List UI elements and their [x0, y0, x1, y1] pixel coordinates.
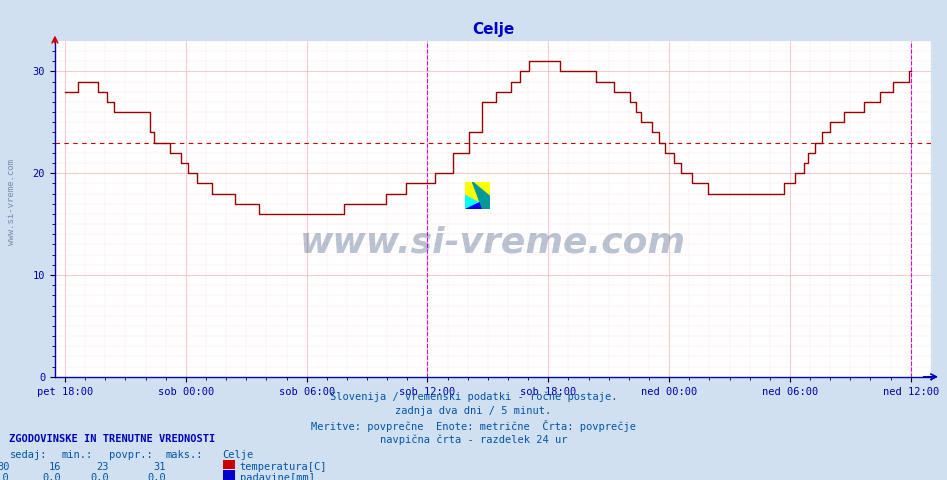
Text: zadnja dva dni / 5 minut.: zadnja dva dni / 5 minut. — [396, 406, 551, 416]
Title: Celje: Celje — [472, 22, 514, 37]
Text: 30: 30 — [0, 462, 9, 472]
Polygon shape — [465, 197, 491, 209]
Text: 0,0: 0,0 — [147, 473, 166, 480]
Text: 0,0: 0,0 — [0, 473, 9, 480]
Text: www.si-vreme.com: www.si-vreme.com — [300, 226, 686, 259]
Text: 31: 31 — [153, 462, 166, 472]
Text: ZGODOVINSKE IN TRENUTNE VREDNOSTI: ZGODOVINSKE IN TRENUTNE VREDNOSTI — [9, 434, 216, 444]
Text: sedaj:: sedaj: — [9, 450, 47, 460]
Text: 16: 16 — [49, 462, 62, 472]
Polygon shape — [465, 195, 491, 209]
Text: maks.:: maks.: — [166, 450, 204, 460]
Text: Slovenija / vremenski podatki - ročne postaje.: Slovenija / vremenski podatki - ročne po… — [330, 391, 617, 402]
Text: 0,0: 0,0 — [43, 473, 62, 480]
Text: navpična črta - razdelek 24 ur: navpična črta - razdelek 24 ur — [380, 434, 567, 445]
Text: padavine[mm]: padavine[mm] — [240, 473, 314, 480]
Text: min.:: min.: — [62, 450, 93, 460]
Polygon shape — [465, 182, 491, 209]
Polygon shape — [473, 182, 491, 209]
Text: Meritve: povprečne  Enote: metrične  Črta: povprečje: Meritve: povprečne Enote: metrične Črta:… — [311, 420, 636, 432]
Text: Celje: Celje — [223, 450, 254, 460]
Text: 23: 23 — [97, 462, 109, 472]
Text: www.si-vreme.com: www.si-vreme.com — [7, 158, 16, 245]
Text: povpr.:: povpr.: — [109, 450, 152, 460]
Text: temperatura[C]: temperatura[C] — [240, 462, 327, 472]
Text: 0,0: 0,0 — [90, 473, 109, 480]
